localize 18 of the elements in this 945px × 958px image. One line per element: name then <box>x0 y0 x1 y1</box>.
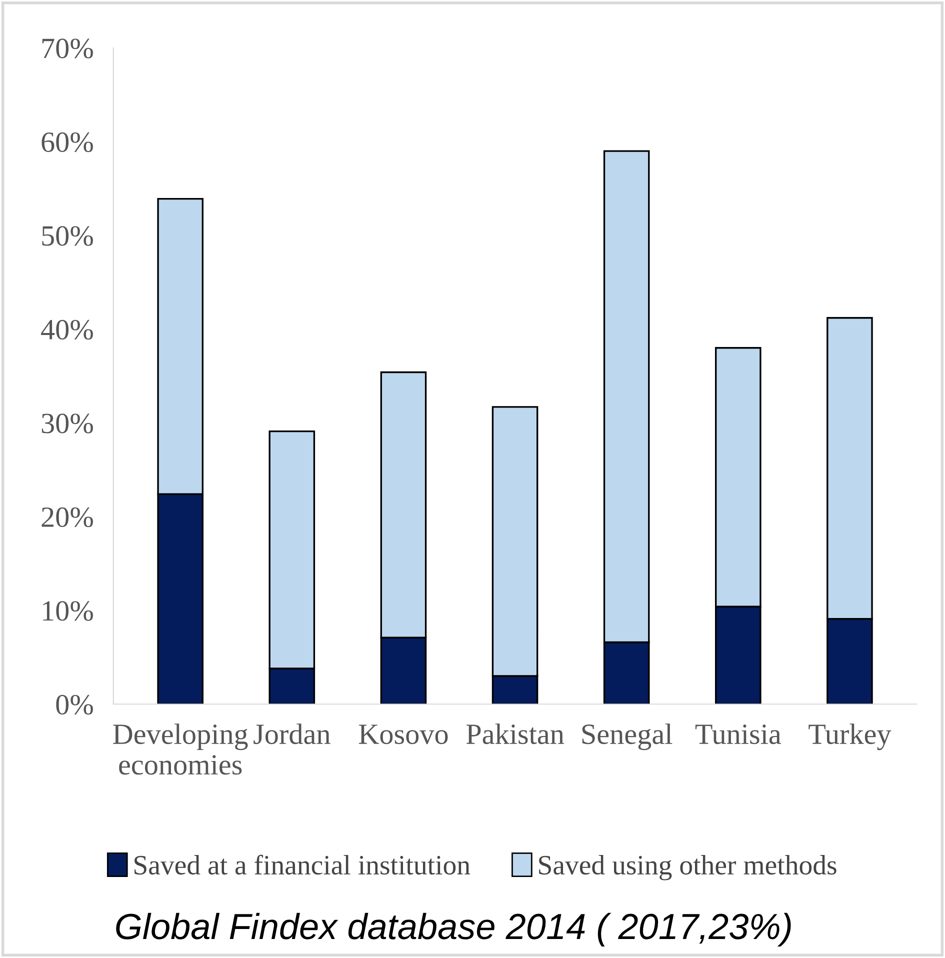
x-tick-label: Kosovo <box>358 724 448 744</box>
y-tick-label: 0% <box>56 694 93 715</box>
y-tick-label: 60% <box>42 132 93 152</box>
legend-label: Saved at a financial institution <box>134 854 470 875</box>
y-tick-label: 10% <box>43 601 93 621</box>
x-tick-label: Senegal <box>582 724 672 750</box>
y-tick-label: 70% <box>42 38 93 58</box>
x-tick-label: Tunisia <box>695 724 781 744</box>
x-tick-label: Pakistan <box>466 724 564 744</box>
x-tick-label: Jordan <box>254 724 330 744</box>
x-tick-label: Developing economies <box>113 724 248 775</box>
y-tick-label: 30% <box>42 414 93 434</box>
x-tick-label: Turkey <box>808 724 892 750</box>
y-tick-label: 50% <box>42 226 93 246</box>
text: Global Findex database 2014 ( 2017,23%) <box>116 912 791 946</box>
y-tick-label: 40% <box>41 320 93 340</box>
y-tick-label: 20% <box>42 507 93 528</box>
legend-label: Saved using other methods <box>539 855 836 880</box>
